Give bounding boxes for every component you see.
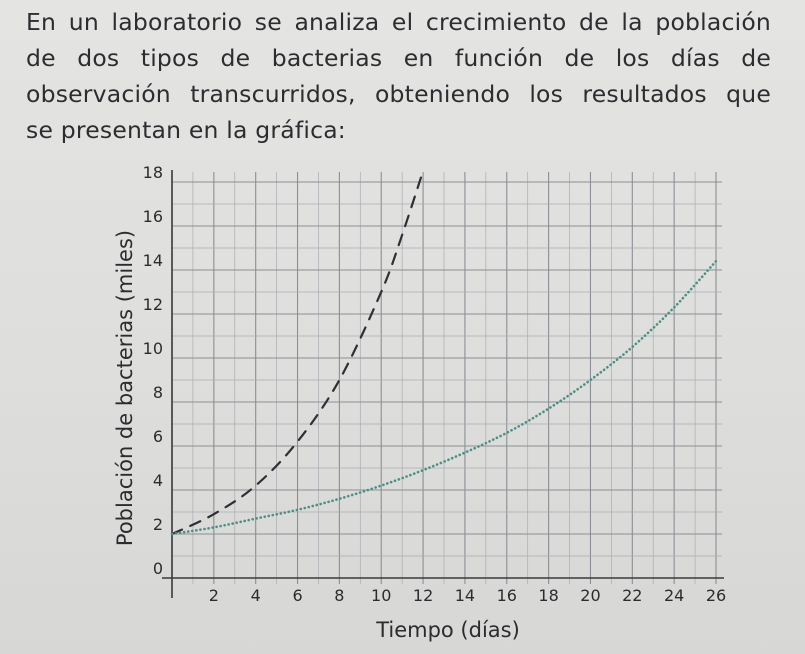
chart-series <box>170 169 718 536</box>
series-line-dashed <box>170 169 425 536</box>
chart-grid <box>171 172 722 584</box>
x-tick-label: 22 <box>622 586 642 605</box>
y-axis-title: Población de bacterias (miles) <box>113 230 137 546</box>
x-axis-title: Tiempo (días) <box>375 618 520 642</box>
x-tick-label: 26 <box>706 586 726 605</box>
x-tick-label: 6 <box>292 586 302 605</box>
series-line-dotted <box>170 259 718 536</box>
y-tick-label: 18 <box>143 163 163 182</box>
x-tick-label: 14 <box>455 586 475 605</box>
x-tick-label: 24 <box>664 586 684 605</box>
x-tick-label: 4 <box>251 586 261 605</box>
x-tick-label: 8 <box>334 586 344 605</box>
y-tick-label: 4 <box>153 471 163 490</box>
y-tick-label: 2 <box>153 515 163 534</box>
x-tick-label: 20 <box>580 586 600 605</box>
x-tick-label: 18 <box>538 586 558 605</box>
chart-axes <box>162 170 724 598</box>
y-tick-label: 6 <box>153 427 163 446</box>
x-tick-label: 16 <box>497 586 517 605</box>
y-tick-label: 14 <box>143 251 163 270</box>
y-tick-label: 0 <box>153 559 163 578</box>
y-tick-label: 16 <box>143 207 163 226</box>
x-tick-label: 10 <box>371 586 391 605</box>
problem-line: observación transcurridos, obteniendo lo… <box>26 80 771 108</box>
y-tick-label: 10 <box>143 339 163 358</box>
x-tick-label: 2 <box>209 586 219 605</box>
x-tick-label: 12 <box>413 586 433 605</box>
problem-statement: En un laboratorio se analiza el crecimie… <box>26 4 771 148</box>
y-tick-label: 8 <box>153 383 163 402</box>
problem-line: de dos tipos de bacterias en función de … <box>26 44 771 72</box>
y-tick-label: 12 <box>143 295 163 314</box>
problem-line: se presentan en la gráfica: <box>26 116 346 144</box>
problem-line: En un laboratorio se analiza el crecimie… <box>26 8 771 36</box>
